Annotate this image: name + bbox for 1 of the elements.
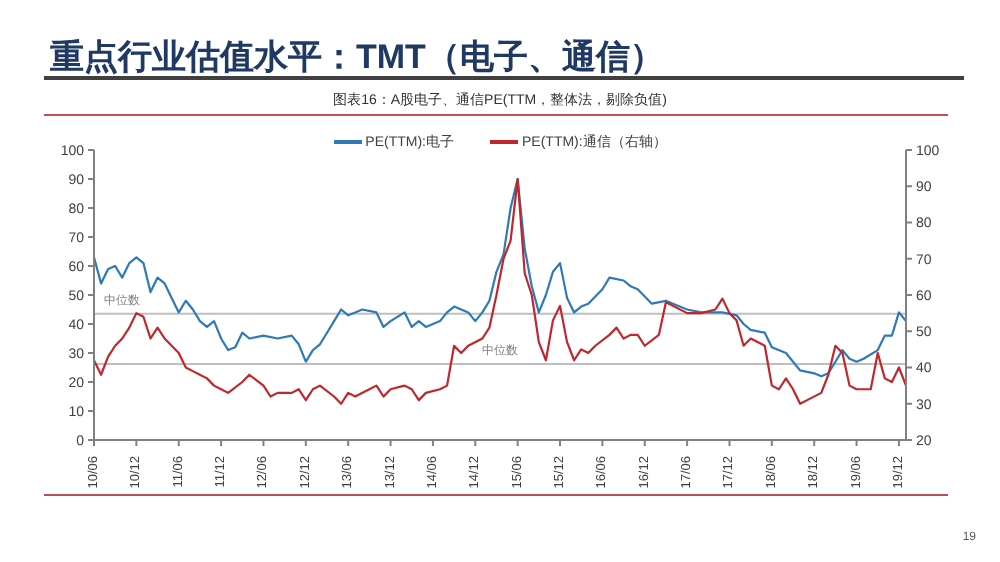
chart-title: 重点行业估值水平：TMT（电子、通信）: [50, 36, 664, 80]
